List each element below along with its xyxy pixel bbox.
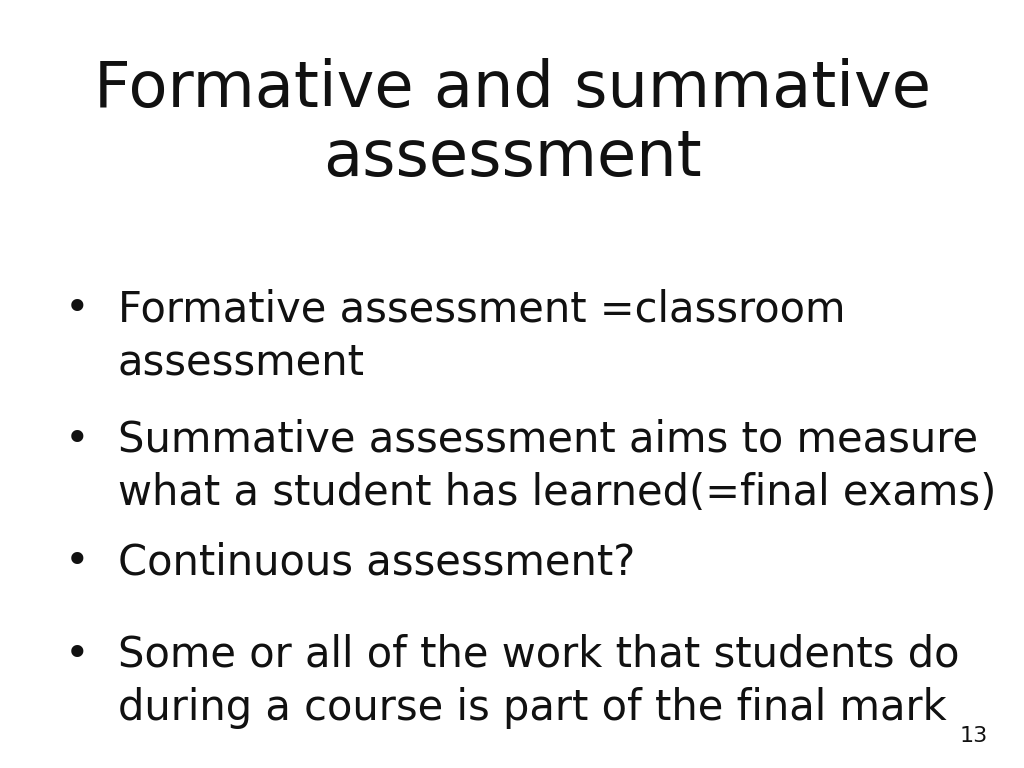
Text: Some or all of the work that students do
during a course is part of the final ma: Some or all of the work that students do… — [118, 634, 959, 729]
Text: Formative and summative: Formative and summative — [93, 58, 931, 120]
Text: •: • — [65, 541, 89, 584]
Text: 13: 13 — [959, 727, 988, 746]
Text: Continuous assessment?: Continuous assessment? — [118, 541, 635, 584]
Text: •: • — [65, 634, 89, 676]
Text: •: • — [65, 419, 89, 461]
Text: Formative assessment =classroom
assessment: Formative assessment =classroom assessme… — [118, 288, 845, 383]
Text: Summative assessment aims to measure
what a student has learned(=final exams): Summative assessment aims to measure wha… — [118, 419, 996, 514]
Text: •: • — [65, 288, 89, 330]
Text: assessment: assessment — [323, 127, 701, 189]
